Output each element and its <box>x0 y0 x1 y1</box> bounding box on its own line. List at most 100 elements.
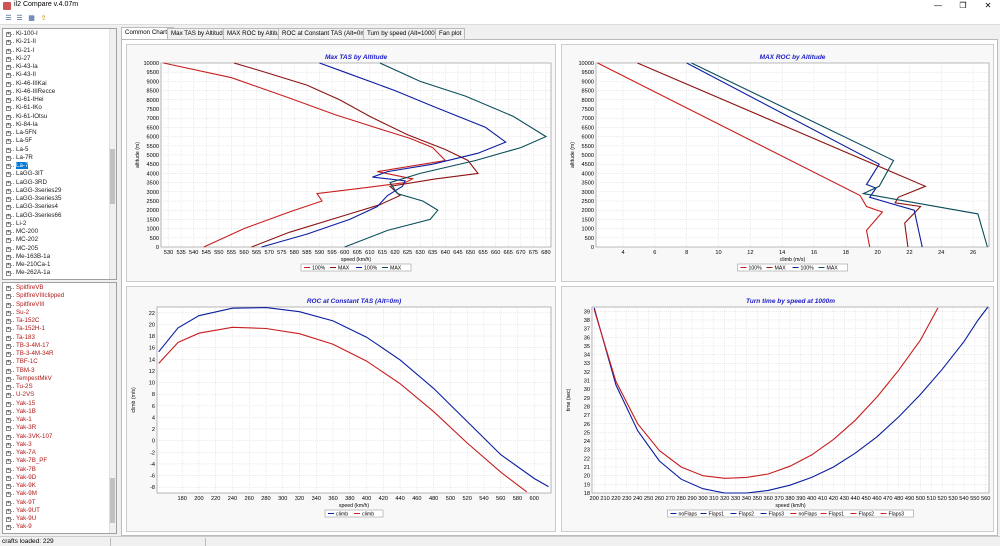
aircraft-list-item[interactable]: + Me-163B-1a <box>3 253 108 261</box>
expand-icon[interactable]: + <box>6 187 11 194</box>
expand-icon[interactable]: + <box>6 318 11 324</box>
aircraft-list-item[interactable]: + Ki-43-II <box>3 71 108 79</box>
aircraft-list-item[interactable]: + LaGG-3series66 <box>3 212 108 220</box>
list-bottom-scroll-thumb[interactable] <box>110 478 115 523</box>
export-icon[interactable]: ⇪ <box>40 15 47 22</box>
aircraft-list-item[interactable]: + SpitfireVIII <box>3 301 108 309</box>
tab-max-tas-by-altitude[interactable]: Max TAS by Altitude <box>167 28 231 39</box>
expand-icon[interactable]: + <box>6 375 11 382</box>
expand-icon[interactable]: + <box>6 270 11 277</box>
aircraft-list-item[interactable]: + LaGG-3series35 <box>3 195 108 203</box>
aircraft-list-item[interactable]: + LaGG-3series4 <box>3 203 108 211</box>
aircraft-list-item[interactable]: + U-2VS <box>3 391 108 399</box>
minimize-button[interactable]: — <box>934 1 942 10</box>
expand-icon[interactable]: + <box>6 31 11 37</box>
close-button[interactable]: ✕ <box>984 1 992 10</box>
aircraft-list-item[interactable]: + LaGG-3IT <box>3 170 108 178</box>
grid-icon[interactable]: ▦ <box>28 15 35 22</box>
list-view-2-icon[interactable]: ☰ <box>16 15 23 22</box>
aircraft-list-item[interactable]: + Yak-9D <box>3 474 108 482</box>
aircraft-list-item[interactable]: + Yak-9T <box>3 499 108 507</box>
aircraft-list-item[interactable]: + Yak-3R <box>3 424 108 432</box>
expand-icon[interactable]: + <box>6 121 11 128</box>
aircraft-list-item[interactable]: + Yak-9K <box>3 482 108 490</box>
list-top-scrollbar[interactable] <box>109 29 116 279</box>
expand-icon[interactable]: + <box>6 450 11 456</box>
expand-icon[interactable]: + <box>6 359 11 366</box>
expand-icon[interactable]: + <box>6 212 11 219</box>
aircraft-list-item[interactable]: + Tu-2S <box>3 383 108 391</box>
expand-icon[interactable]: + <box>6 229 11 235</box>
expand-icon[interactable]: + <box>6 342 11 349</box>
aircraft-list-item[interactable]: + Yak-7B_PF <box>3 457 108 465</box>
aircraft-list-item[interactable]: + Ta-152H-1 <box>3 325 108 333</box>
expand-icon[interactable]: + <box>6 516 11 522</box>
aircraft-list-item[interactable]: + LaGG-3series29 <box>3 187 108 195</box>
aircraft-list-item[interactable]: + Su-2 <box>3 309 108 317</box>
aircraft-list-item[interactable]: + La-7R <box>3 154 108 162</box>
maximize-button[interactable]: ❐ <box>959 1 967 10</box>
aircraft-list-item[interactable]: + SpitfireVB <box>3 284 108 292</box>
aircraft-list-item[interactable]: + TBF-1C <box>3 358 108 366</box>
expand-icon[interactable]: + <box>6 417 11 423</box>
aircraft-list-item[interactable]: + Me-262A-1a <box>3 269 108 277</box>
aircraft-list-bottom[interactable]: + Yak-9 + Yak-9U + Yak-9UT + Yak-9T + Yak-9M + Yak-… <box>2 282 117 534</box>
aircraft-list-item[interactable]: + La-5FN <box>3 129 108 137</box>
expand-icon[interactable]: + <box>6 293 11 300</box>
expand-icon[interactable]: + <box>6 146 11 153</box>
aircraft-list-item[interactable]: + Ki-84-Ia <box>3 121 108 129</box>
aircraft-list-item[interactable]: + Ki-27 <box>3 55 108 63</box>
expand-icon[interactable]: + <box>6 253 11 260</box>
expand-icon[interactable]: + <box>6 400 11 407</box>
aircraft-list-item[interactable]: + La-7 <box>3 162 108 170</box>
expand-icon[interactable]: + <box>6 39 11 46</box>
expand-icon[interactable]: + <box>6 113 11 120</box>
expand-icon[interactable]: + <box>6 245 11 252</box>
aircraft-list-item[interactable]: + Yak-7A <box>3 449 108 457</box>
aircraft-list-item[interactable]: + Ki-21-I <box>3 47 108 55</box>
aircraft-list-item[interactable]: + La-5F <box>3 137 108 145</box>
aircraft-list-item[interactable]: + Ki-61-IKo <box>3 104 108 112</box>
expand-icon[interactable]: + <box>6 285 11 291</box>
expand-icon[interactable]: + <box>6 326 11 333</box>
expand-icon[interactable]: + <box>6 483 11 489</box>
expand-icon[interactable]: + <box>6 466 11 473</box>
tab-turn-by-speed-alt-1000m[interactable]: Turn by speed (Alt=1000m) <box>363 28 446 39</box>
aircraft-list-item[interactable]: + LaGG-3RD <box>3 179 108 187</box>
tab-roc-at-constant-tas-alt-0m[interactable]: ROC at Constant TAS (Alt=0m) <box>278 28 372 39</box>
list-view-icon[interactable]: ☰ <box>5 15 12 22</box>
aircraft-list-item[interactable]: + TB-3-4M-17 <box>3 342 108 350</box>
expand-icon[interactable]: + <box>6 220 11 227</box>
aircraft-list-top[interactable]: + Me-262A-1a + Me-210Ca-1 + Me-163B-1a + MC-205… <box>2 28 117 280</box>
tab-fan-plot[interactable]: Fan plot <box>435 28 466 39</box>
expand-icon[interactable]: + <box>6 474 11 481</box>
aircraft-list-item[interactable]: + Yak-15 <box>3 400 108 408</box>
expand-icon[interactable]: + <box>6 425 11 432</box>
aircraft-list-item[interactable]: + Yak-9M <box>3 490 108 498</box>
expand-icon[interactable]: + <box>6 97 11 103</box>
aircraft-list-item[interactable]: + Li-2 <box>3 220 108 228</box>
expand-icon[interactable]: + <box>6 105 11 112</box>
expand-icon[interactable]: + <box>6 384 11 390</box>
list-top-scroll-thumb[interactable] <box>110 149 115 204</box>
expand-icon[interactable]: + <box>6 171 11 178</box>
aircraft-list-item[interactable]: + TempestMkV <box>3 375 108 383</box>
expand-icon[interactable]: + <box>6 204 11 211</box>
expand-icon[interactable]: + <box>6 64 11 70</box>
list-bottom-scrollbar[interactable] <box>109 283 116 533</box>
expand-icon[interactable]: + <box>6 458 11 465</box>
aircraft-list-item[interactable]: + Yak-9UT <box>3 507 108 515</box>
expand-icon[interactable]: + <box>6 196 11 202</box>
aircraft-list-item[interactable]: + TBM-3 <box>3 367 108 375</box>
expand-icon[interactable]: + <box>6 441 11 448</box>
expand-icon[interactable]: + <box>6 130 11 136</box>
expand-icon[interactable]: + <box>6 408 11 415</box>
expand-icon[interactable]: + <box>6 179 11 186</box>
expand-icon[interactable]: + <box>6 154 11 161</box>
aircraft-list-item[interactable]: + MC-200 <box>3 228 108 236</box>
expand-icon[interactable]: + <box>6 507 11 514</box>
aircraft-list-item[interactable]: + Me-210Ca-1 <box>3 261 108 269</box>
aircraft-list-item[interactable]: + Yak-1B <box>3 408 108 416</box>
aircraft-list-item[interactable]: + Ta-183 <box>3 334 108 342</box>
aircraft-list-item[interactable]: + Ta-152C <box>3 317 108 325</box>
